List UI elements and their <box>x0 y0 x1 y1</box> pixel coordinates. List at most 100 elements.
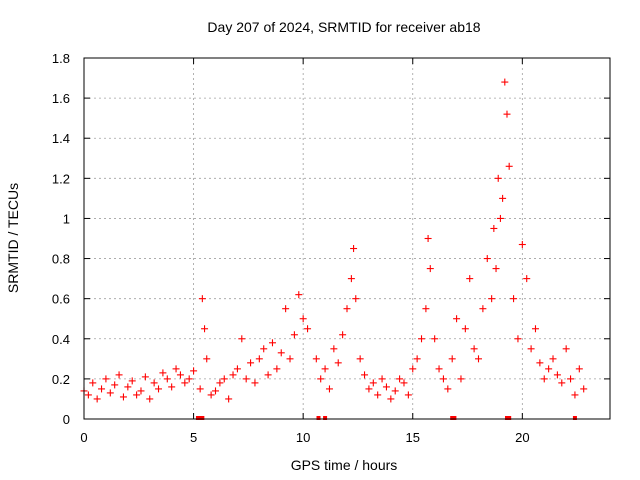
data-point <box>523 275 531 283</box>
data-point <box>277 349 285 357</box>
data-point <box>418 335 426 343</box>
data-point <box>84 391 92 399</box>
baseline-marker <box>198 416 203 420</box>
x-tick-label: 20 <box>515 430 529 445</box>
data-point <box>479 305 487 313</box>
data-point <box>264 371 272 379</box>
y-tick-label: 0.2 <box>52 372 70 387</box>
data-point <box>89 379 97 387</box>
baseline-marker <box>452 416 457 420</box>
data-point <box>571 391 579 399</box>
data-point <box>242 375 250 383</box>
data-point <box>334 359 342 367</box>
data-point <box>580 385 588 393</box>
data-point <box>137 387 145 395</box>
data-point <box>396 375 404 383</box>
data-point <box>426 265 434 273</box>
data-point <box>190 367 198 375</box>
data-point <box>422 305 430 313</box>
data-point <box>119 393 127 401</box>
data-point <box>172 365 180 373</box>
data-point <box>312 355 320 363</box>
data-point <box>374 391 382 399</box>
data-point <box>356 355 364 363</box>
data-point <box>124 383 132 391</box>
data-point <box>536 359 544 367</box>
data-point <box>457 375 465 383</box>
baseline-marker <box>195 416 200 420</box>
data-point <box>545 365 553 373</box>
baseline-marker <box>450 416 455 420</box>
data-point <box>453 315 461 323</box>
data-point <box>461 325 469 333</box>
data-point <box>102 375 110 383</box>
data-point <box>558 379 566 387</box>
data-point <box>198 295 206 303</box>
data-point <box>150 379 158 387</box>
data-point <box>128 377 136 385</box>
data-point <box>321 365 329 373</box>
data-point <box>365 385 373 393</box>
data-point <box>98 385 106 393</box>
data-point <box>382 383 390 391</box>
data-point <box>424 235 432 242</box>
x-tick-label: 15 <box>406 430 420 445</box>
data-point <box>163 375 171 383</box>
data-point <box>115 371 123 379</box>
y-tick-label: 0.8 <box>52 252 70 267</box>
data-point <box>133 391 141 399</box>
data-point <box>501 78 509 86</box>
baseline-marker <box>316 416 321 420</box>
data-point <box>141 373 149 381</box>
data-point <box>247 359 255 367</box>
data-point <box>553 371 561 379</box>
plot-frame <box>83 57 611 420</box>
x-tick-label: 5 <box>190 430 197 445</box>
y-tick-label: 1 <box>63 211 70 226</box>
x-tick-label: 10 <box>296 430 310 445</box>
data-point <box>400 379 408 387</box>
data-point <box>514 335 522 343</box>
data-point <box>207 391 215 399</box>
x-axis-label: GPS time / hours <box>291 457 398 473</box>
data-point <box>339 331 347 339</box>
baseline-marker <box>323 416 328 420</box>
data-point <box>413 355 421 363</box>
data-point <box>490 224 498 232</box>
data-point <box>330 345 338 353</box>
data-point <box>431 335 439 343</box>
data-point <box>391 387 399 395</box>
data-point <box>181 379 189 387</box>
y-tick-label: 0 <box>63 412 70 427</box>
data-point <box>466 275 474 283</box>
data-point <box>540 375 548 383</box>
data-point <box>220 375 228 383</box>
data-point <box>212 387 219 395</box>
data-point <box>549 355 557 363</box>
data-point <box>350 245 358 253</box>
data-point <box>201 325 209 333</box>
data-point <box>475 355 482 363</box>
data-point <box>225 395 233 403</box>
y-tick-label: 0.4 <box>52 332 70 347</box>
data-point <box>499 194 507 202</box>
data-point <box>369 379 377 387</box>
grid-lines <box>84 58 610 419</box>
data-point <box>531 325 539 333</box>
data-point <box>518 241 526 249</box>
x-tick-label: 0 <box>80 430 87 445</box>
baseline-marker <box>200 416 205 420</box>
data-point <box>238 335 246 343</box>
data-point <box>255 355 263 363</box>
data-point <box>496 214 504 222</box>
data-point <box>176 371 184 379</box>
data-point <box>483 255 491 263</box>
data-point <box>527 345 535 353</box>
baseline-marker <box>504 416 509 420</box>
data-point <box>567 375 575 383</box>
data-point <box>317 375 325 383</box>
y-tick-label: 0.6 <box>52 292 70 307</box>
y-tick-label: 1.6 <box>52 91 70 106</box>
data-point <box>505 162 513 170</box>
data-point <box>325 385 333 393</box>
